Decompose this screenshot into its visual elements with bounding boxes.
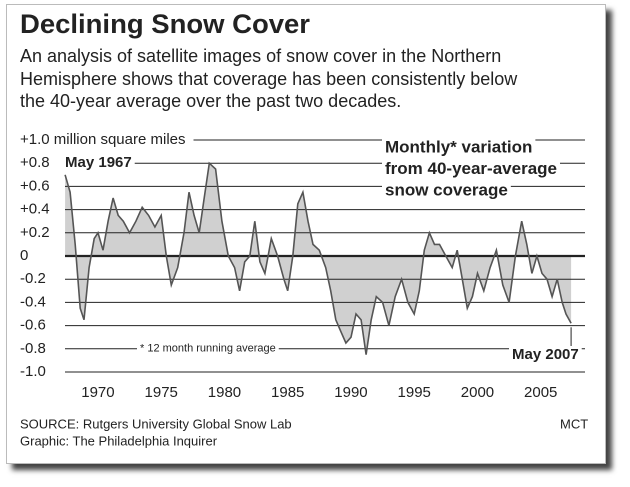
label-bg (62, 153, 135, 171)
y-tick-label: -0.4 (20, 293, 46, 310)
legend-note: from 40-year-average (385, 159, 557, 178)
x-tick-label: 1970 (81, 384, 114, 401)
legend-note: Monthly* variation (385, 137, 532, 156)
end-label: May 2007 (512, 346, 579, 363)
y-tick-label: -0.2 (20, 270, 46, 287)
line (64, 161, 572, 355)
source: Graphic: The Philadelphia Inquirer (20, 433, 218, 448)
label-bg (137, 342, 279, 355)
y-tick-label: -0.8 (20, 340, 46, 357)
label-bg (382, 158, 560, 178)
label-bg (382, 137, 536, 157)
label-bg (382, 180, 511, 200)
y-tick-label: 0 (20, 247, 28, 264)
subtitle: the 40-year average over the past two de… (20, 91, 401, 111)
y-tick-label: +0.6 (20, 177, 50, 194)
y-tick-label: -0.6 (20, 317, 46, 334)
subtitle: An analysis of satellite images of snow … (20, 46, 501, 66)
y-tick-label: +0.8 (20, 154, 50, 171)
chart-title: Declining Snow Cover (20, 9, 310, 39)
x-tick-label: 1990 (334, 384, 367, 401)
credit: MCT (560, 416, 588, 431)
y-tick-label: -1.0 (20, 363, 46, 380)
y-tick-label: +1.0 million square miles (20, 131, 186, 148)
x-tick-label: 1980 (208, 384, 241, 401)
area (65, 163, 572, 355)
y-tick-label: +0.4 (20, 201, 50, 218)
x-tick-label: 1995 (398, 384, 431, 401)
footnote: * 12 month running average (140, 343, 276, 355)
y-tick-label: +0.2 (20, 224, 50, 241)
legend-note: snow coverage (385, 180, 508, 199)
annotations: +1.0 million square miles +0.8 +0.6 +0.4 +0.… (20, 131, 582, 401)
start-label: May 1967 (65, 154, 132, 171)
x-tick-label: 1985 (271, 384, 304, 401)
label-bg (509, 345, 582, 363)
x-tick-label: 2005 (524, 384, 557, 401)
subtitle: Hemisphere shows that coverage has been … (20, 69, 518, 89)
source: SOURCE: Rutgers University Global Snow L… (20, 416, 292, 431)
x-tick-label: 2000 (461, 384, 494, 401)
x-tick-label: 1975 (145, 384, 178, 401)
